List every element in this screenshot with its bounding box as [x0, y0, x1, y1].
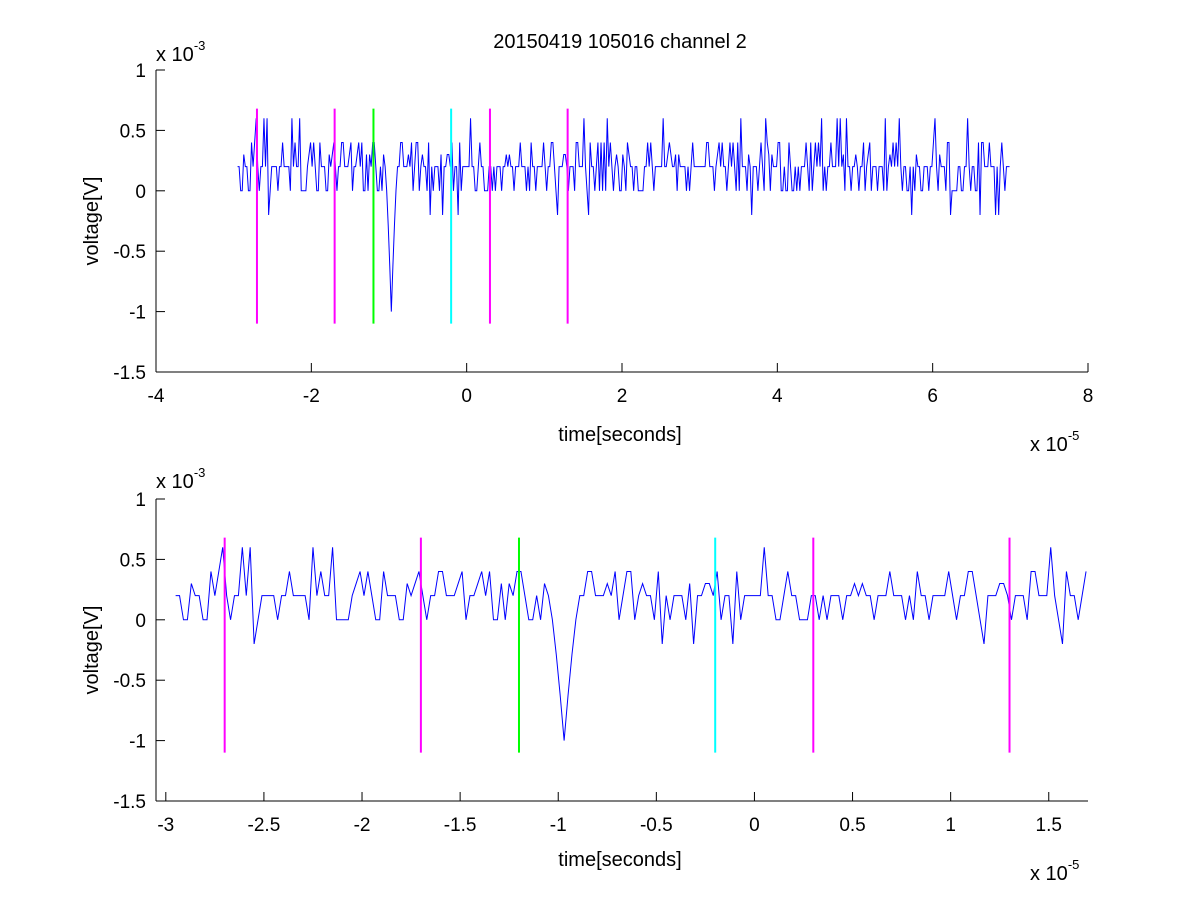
top-x-multiplier: x 10-5	[1030, 428, 1079, 456]
top-y-tick-label: 1	[135, 61, 146, 82]
bottom-y-tick-label: 1	[135, 490, 146, 511]
bottom-y-tick-label: -1	[129, 732, 146, 753]
bottom-y-tick-label: -0.5	[113, 671, 146, 692]
bottom-x-tick-label: 0	[749, 815, 760, 836]
bottom-x-tick-label: 0.5	[839, 815, 865, 836]
top-x-tick-label: 4	[772, 386, 783, 407]
bottom-axes-frame	[155, 499, 1088, 802]
top-x-tick-label: 8	[1083, 386, 1094, 407]
top-y-tick-label: 0	[135, 182, 146, 203]
bottom-traces	[175, 537, 1087, 753]
top-x-axis-label: time[seconds]	[558, 424, 681, 446]
figure-title: 20150419 105016 channel 2	[493, 31, 747, 53]
bottom-x-tick-label: -2.5	[248, 815, 281, 836]
plot-bottom: -3 -2.5 -2 -1.5 -1 -0.5 0 0.5 1 1.5 -1.5 -1 -0.5 0 0.5…	[81, 465, 1088, 885]
top-x-tick-label: -4	[148, 386, 165, 407]
bottom-y-tick-label: -1.5	[113, 792, 146, 813]
top-y-axis-label: voltage[V]	[81, 177, 103, 266]
top-y-tick-label: -1.5	[113, 363, 146, 384]
plot-top: -4 -2 0 2 4 6 8 -1.5 -1 -0.5 0 0.5 1 time[seconds] v…	[81, 38, 1093, 456]
bottom-x-tick-label: -2	[354, 815, 371, 836]
top-y-tick-label: -1	[129, 303, 146, 324]
top-signal-series-0	[237, 118, 1010, 312]
bottom-x-tick-label: 1.5	[1036, 815, 1062, 836]
bottom-x-tick-label: -1	[550, 815, 567, 836]
bottom-x-tick-label: -1.5	[444, 815, 477, 836]
top-x-tick-label: 2	[617, 386, 628, 407]
bottom-x-tick-label: -0.5	[640, 815, 673, 836]
top-y-multiplier: x 10-3	[156, 38, 205, 66]
bottom-y-axis-label: voltage[V]	[81, 606, 103, 695]
bottom-x-multiplier: x 10-5	[1030, 857, 1079, 885]
top-traces	[237, 108, 1010, 324]
bottom-y-tick-label: 0	[135, 611, 146, 632]
bottom-ticks: -3 -2.5 -2 -1.5 -1 -0.5 0 0.5 1 1.5 -1.5 -1 -0.5 0 0.5…	[113, 490, 1062, 836]
bottom-y-tick-label: 0.5	[120, 550, 146, 571]
bottom-signal-series-0	[175, 547, 1087, 741]
top-ticks: -4 -2 0 2 4 6 8 -1.5 -1 -0.5 0 0.5 1	[113, 61, 1093, 407]
bottom-y-multiplier: x 10-3	[156, 465, 205, 493]
top-x-tick-label: -2	[303, 386, 320, 407]
top-y-tick-label: -0.5	[113, 242, 146, 263]
bottom-x-axis-label: time[seconds]	[558, 849, 681, 871]
top-y-tick-label: 0.5	[120, 121, 146, 142]
top-x-tick-label: 0	[461, 386, 472, 407]
top-x-tick-label: 6	[927, 386, 938, 407]
bottom-x-tick-label: 1	[945, 815, 956, 836]
bottom-x-tick-label: -3	[157, 815, 174, 836]
